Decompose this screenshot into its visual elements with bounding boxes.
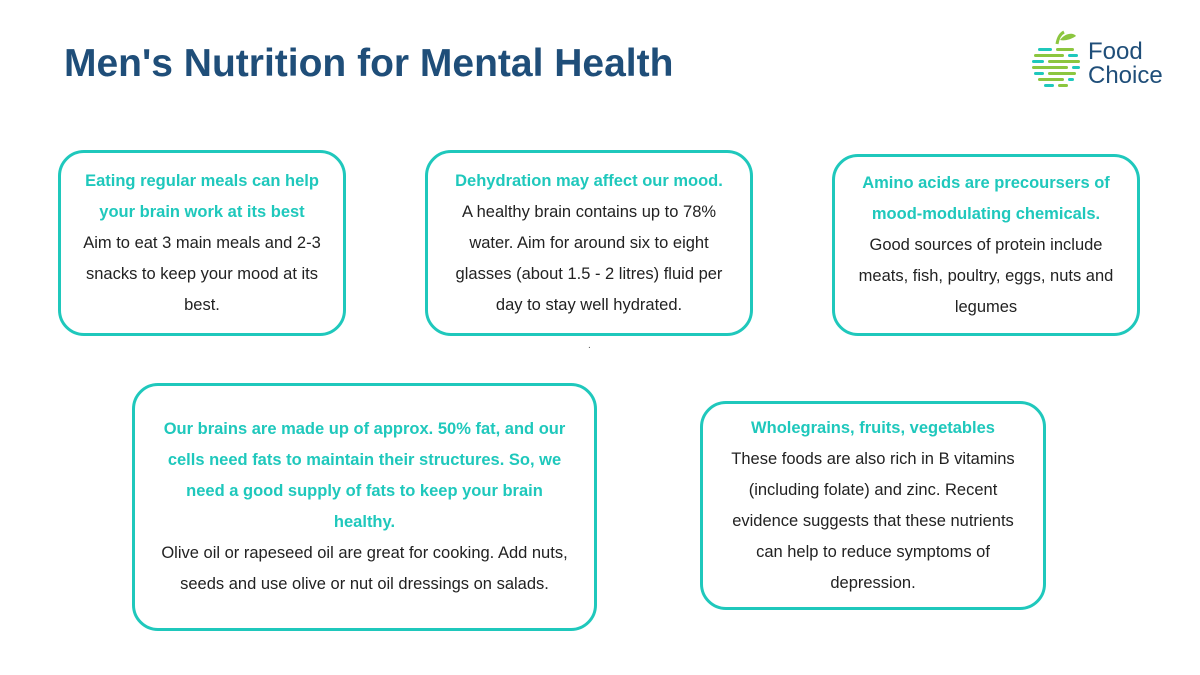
food-choice-logo: Food Choice: [1030, 30, 1170, 94]
stray-dot: .: [588, 340, 591, 351]
card-wholegrains: Wholegrains, fruits, vegetables These fo…: [700, 401, 1046, 610]
card-heading: Amino acids are precoursers of mood-modu…: [862, 173, 1110, 223]
card-heading: Our brains are made up of approx. 50% fa…: [163, 420, 566, 531]
card-body: Good sources of protein include meats, f…: [858, 235, 1114, 316]
card-heading: Wholegrains, fruits, vegetables: [751, 418, 995, 437]
card-hydration: Dehydration may affect our mood. A healt…: [425, 150, 753, 336]
card-body: These foods are also rich in B vitamins …: [731, 449, 1015, 592]
card-regular-meals: Eating regular meals can help your brain…: [58, 150, 346, 336]
logo-text: Food Choice: [1088, 40, 1163, 88]
apple-stripes-icon: [1032, 30, 1080, 87]
card-body: Aim to eat 3 main meals and 2-3 snacks t…: [83, 233, 321, 314]
card-heading: Dehydration may affect our mood.: [455, 171, 723, 190]
page-title: Men's Nutrition for Mental Health: [64, 42, 674, 85]
card-heading: Eating regular meals can help your brain…: [85, 171, 319, 221]
logo-line-1: Food: [1088, 38, 1143, 65]
logo-line-2: Choice: [1088, 62, 1163, 89]
card-amino-acids: Amino acids are precoursers of mood-modu…: [832, 154, 1140, 336]
card-fats: Our brains are made up of approx. 50% fa…: [132, 383, 597, 631]
card-body: A healthy brain contains up to 78% water…: [455, 202, 723, 314]
card-body: Olive oil or rapeseed oil are great for …: [161, 544, 568, 593]
